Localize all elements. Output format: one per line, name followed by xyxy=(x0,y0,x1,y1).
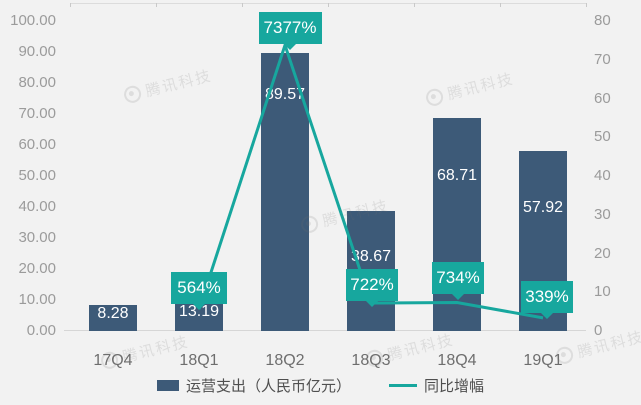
legend-item-line-series: 同比增幅 xyxy=(389,375,484,396)
category-tick-mark xyxy=(414,3,415,7)
watermark-logo-icon xyxy=(554,345,575,366)
right-axis-tick-label: 10 xyxy=(594,283,611,301)
left-axis-tick-label: 10.00 xyxy=(18,291,56,308)
bar-series-swatch xyxy=(156,380,179,391)
left-axis-tick-label: 80.00 xyxy=(18,74,56,91)
line-value-callout: 564% xyxy=(171,272,227,310)
left-axis-tick-label: 70.00 xyxy=(18,105,56,122)
line-series-swatch xyxy=(389,384,417,387)
category-tick-mark xyxy=(586,3,587,7)
watermark-tencent-tech: 腾讯科技 xyxy=(424,67,516,109)
category-tick-mark xyxy=(242,3,243,7)
bar-value-label: 38.67 xyxy=(350,248,392,265)
left-axis-tick-label: 20.00 xyxy=(18,260,56,277)
line-value-callout: 7377% xyxy=(258,12,322,50)
line-value-callout: 722% xyxy=(346,269,398,307)
watermark-logo-icon xyxy=(299,214,320,235)
watermark-logo-icon xyxy=(122,84,143,105)
right-axis-tick-label: 40 xyxy=(594,167,611,184)
bar-17Q4 xyxy=(89,305,137,331)
right-axis-tick-label: 80 xyxy=(594,12,611,29)
left-axis-tick-label: 30.00 xyxy=(18,229,56,246)
left-axis-tick-label: 90.00 xyxy=(18,43,56,60)
left-axis-tick-label: 60.00 xyxy=(18,136,56,153)
x-axis-label-18Q4: 18Q4 xyxy=(437,352,477,369)
watermark-logo-icon xyxy=(424,87,445,108)
bar-value-label: 68.71 xyxy=(436,167,478,184)
watermark-logo-icon xyxy=(99,350,120,371)
x-axis-label-18Q1: 18Q1 xyxy=(179,352,219,369)
right-axis-tick-label: 60 xyxy=(594,89,611,107)
legend-label-bar-series: 运营支出（人民币亿元） xyxy=(185,378,351,395)
left-axis-tick-label: 100.00 xyxy=(10,12,56,29)
watermark-text: 腾讯科技 xyxy=(143,67,214,101)
x-axis-label-19Q1: 19Q1 xyxy=(523,352,563,369)
category-tick-mark xyxy=(328,3,329,7)
right-axis-tick-label: 30 xyxy=(594,205,611,223)
callout-pointer xyxy=(452,294,464,300)
callout-pointer xyxy=(284,44,296,50)
watermark-logo-icon xyxy=(364,348,385,369)
category-tick-mark xyxy=(156,3,157,7)
left-axis-tick-label: 0.00 xyxy=(26,322,56,339)
right-axis-tick-label: 20 xyxy=(594,244,611,262)
left-axis-tick-label: 40.00 xyxy=(18,198,56,215)
callout-pointer xyxy=(541,313,553,319)
category-tick-mark xyxy=(70,3,71,7)
x-axis-line xyxy=(64,330,586,331)
x-axis-label-18Q2: 18Q2 xyxy=(265,352,305,369)
line-value-callout: 339% xyxy=(521,281,573,319)
line-value-callout: 734% xyxy=(432,262,484,300)
legend-label-line-series: 同比增幅 xyxy=(424,378,485,395)
callout-pointer xyxy=(366,301,378,307)
watermark-text: 腾讯科技 xyxy=(445,70,516,104)
right-axis-tick-label: 50 xyxy=(594,128,611,146)
bar-value-label: 89.57 xyxy=(264,86,306,103)
category-tick-mark xyxy=(500,3,501,7)
watermark-tencent-tech: 腾讯科技 xyxy=(122,64,214,106)
right-axis-tick-label: 0 xyxy=(594,322,603,339)
bar-value-label: 8.28 xyxy=(97,305,129,322)
callout-pointer xyxy=(193,304,205,310)
legend-item-bar-series: 运营支出（人民币亿元） xyxy=(156,375,351,396)
right-axis-tick-label: 70 xyxy=(594,50,611,68)
left-axis-tick-label: 50.00 xyxy=(18,167,56,184)
chart-legend: 运营支出（人民币亿元） 同比增幅 xyxy=(0,375,641,396)
bar-value-label: 57.92 xyxy=(522,199,564,216)
